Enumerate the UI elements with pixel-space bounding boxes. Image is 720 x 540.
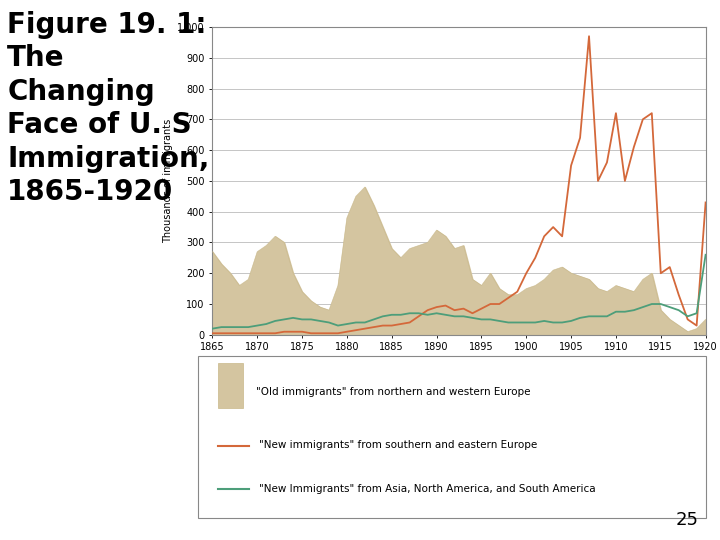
Y-axis label: Thousands of immigrants: Thousands of immigrants (163, 119, 173, 243)
Text: "New Immigrants" from Asia, North America, and South America: "New Immigrants" from Asia, North Americ… (259, 484, 595, 494)
Text: "Old immigrants" from northern and western Europe: "Old immigrants" from northern and weste… (256, 387, 531, 397)
Text: Figure 19. 1:
The
Changing
Face of U. S
Immigration,
1865-1920: Figure 19. 1: The Changing Face of U. S … (7, 11, 210, 206)
Text: "New immigrants" from southern and eastern Europe: "New immigrants" from southern and easte… (259, 441, 537, 450)
FancyBboxPatch shape (198, 356, 706, 518)
Text: 25: 25 (675, 511, 698, 529)
FancyBboxPatch shape (218, 363, 243, 408)
